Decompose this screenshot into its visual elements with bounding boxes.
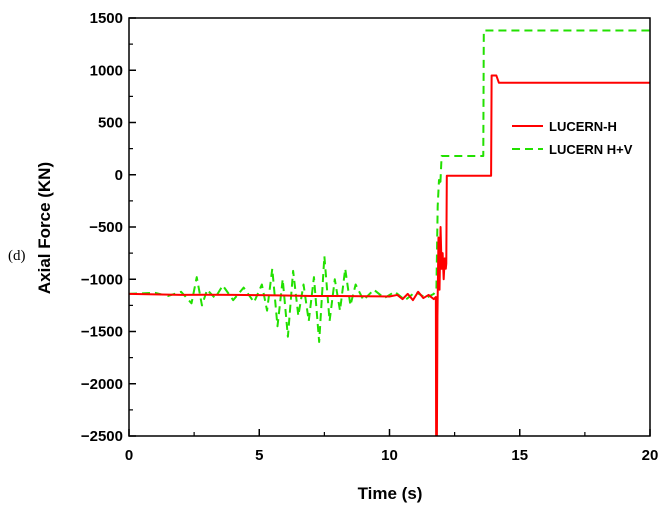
panel-label: (d): [8, 248, 26, 264]
y-tick-label: −1000: [81, 271, 123, 288]
x-tick-label: 15: [511, 447, 528, 464]
y-tick-label: 500: [98, 115, 123, 132]
legend-box: [507, 112, 647, 162]
x-axis-label: Time (s): [358, 484, 423, 503]
plot-area: [129, 29, 650, 436]
series-line-1: [129, 74, 650, 436]
series-line-2: [129, 29, 650, 343]
axes: 0 5 10 15 20 −2500 −2000 −1500 −1000 −500 0 500 1000…: [81, 10, 658, 464]
legend-label-2: LUCERN H+V: [549, 142, 633, 157]
y-tick-label: −2500: [81, 428, 123, 445]
x-tick-label: 20: [642, 447, 659, 464]
plot-frame: [128, 17, 651, 437]
y-tick-label: −500: [89, 219, 123, 236]
y-tick-label: −2000: [81, 376, 123, 393]
y-tick-label: −1500: [81, 324, 123, 341]
x-tick-label: 0: [125, 447, 133, 464]
legend: LUCERN-H LUCERN H+V: [507, 112, 647, 162]
x-tick-label: 5: [255, 447, 263, 464]
y-axis-label: Axial Force (KN): [35, 162, 54, 294]
y-tick-label: 0: [115, 167, 123, 184]
y-tick-label: 1000: [90, 62, 123, 79]
x-tick-label: 10: [381, 447, 398, 464]
y-tick-label: 1500: [90, 10, 123, 27]
legend-label-1: LUCERN-H: [549, 119, 617, 134]
